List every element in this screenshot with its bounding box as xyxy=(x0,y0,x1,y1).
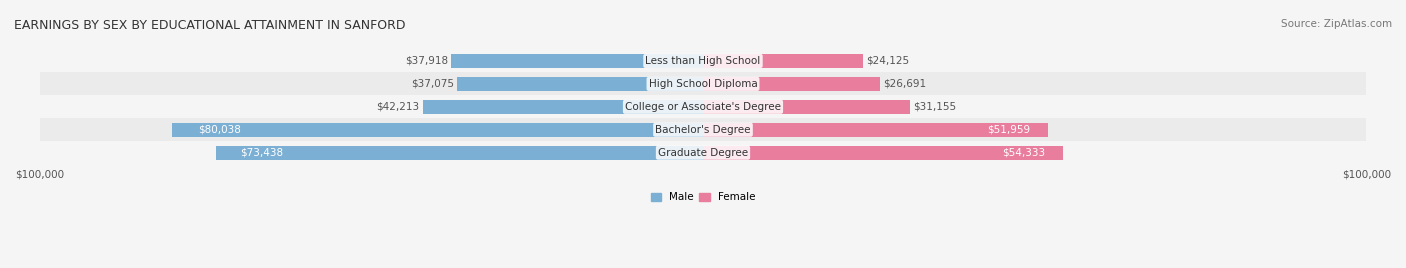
Text: Bachelor's Degree: Bachelor's Degree xyxy=(655,125,751,135)
Text: $73,438: $73,438 xyxy=(240,148,283,158)
Text: $51,959: $51,959 xyxy=(987,125,1031,135)
Bar xyxy=(703,146,1063,160)
Text: Less than High School: Less than High School xyxy=(645,56,761,66)
Text: $37,075: $37,075 xyxy=(411,79,454,89)
Text: $24,125: $24,125 xyxy=(866,56,910,66)
Bar xyxy=(215,146,703,160)
Text: $37,918: $37,918 xyxy=(405,56,449,66)
Bar xyxy=(451,54,703,68)
Bar xyxy=(39,72,1367,95)
Bar xyxy=(703,54,863,68)
Text: College or Associate's Degree: College or Associate's Degree xyxy=(626,102,780,112)
Text: Source: ZipAtlas.com: Source: ZipAtlas.com xyxy=(1281,19,1392,29)
Text: EARNINGS BY SEX BY EDUCATIONAL ATTAINMENT IN SANFORD: EARNINGS BY SEX BY EDUCATIONAL ATTAINMEN… xyxy=(14,19,405,32)
Bar xyxy=(39,118,1367,141)
Text: $80,038: $80,038 xyxy=(198,125,242,135)
Bar xyxy=(39,95,1367,118)
Bar xyxy=(39,50,1367,72)
Text: Graduate Degree: Graduate Degree xyxy=(658,148,748,158)
Text: $31,155: $31,155 xyxy=(912,102,956,112)
Text: $42,213: $42,213 xyxy=(377,102,419,112)
Bar xyxy=(703,77,880,91)
Bar xyxy=(703,100,910,114)
Bar xyxy=(39,141,1367,164)
Legend: Male, Female: Male, Female xyxy=(647,188,759,206)
Bar xyxy=(703,122,1047,137)
Text: $26,691: $26,691 xyxy=(883,79,927,89)
Bar xyxy=(423,100,703,114)
Bar xyxy=(457,77,703,91)
Text: High School Diploma: High School Diploma xyxy=(648,79,758,89)
Text: $54,333: $54,333 xyxy=(1002,148,1046,158)
Bar xyxy=(172,122,703,137)
